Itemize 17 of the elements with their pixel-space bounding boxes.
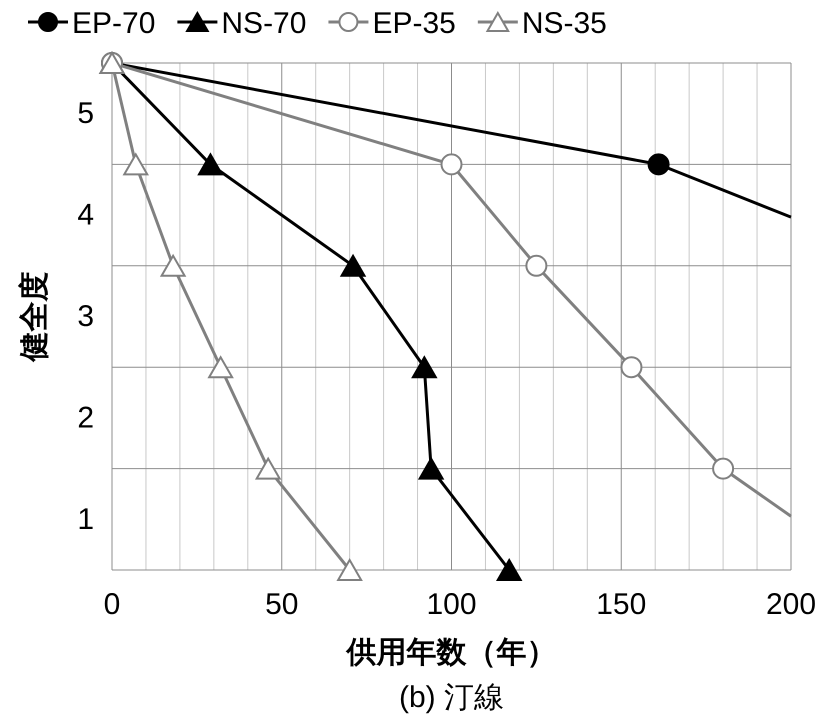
y-tick-label: 2: [77, 401, 94, 434]
y-tick-label: 3: [77, 300, 94, 333]
y-tick-label: 5: [77, 97, 94, 130]
y-tick-label: 4: [77, 198, 94, 232]
x-tick-label: 200: [766, 588, 816, 621]
x-tick-label: 50: [265, 588, 298, 621]
legend-label: NS-35: [522, 7, 607, 40]
x-axis-title: 供用年数（年）: [346, 636, 556, 669]
x-tick-label: 150: [596, 588, 646, 621]
legend-label: EP-70: [72, 7, 156, 40]
y-tick-label: 1: [77, 502, 94, 536]
legend-label: EP-35: [372, 7, 456, 40]
y-axis-title: 健全度: [17, 272, 51, 362]
x-tick-label: 0: [104, 588, 120, 621]
x-tick-label: 100: [426, 588, 477, 621]
legend-label: NS-70: [221, 7, 306, 40]
text: (b) 汀線: [399, 681, 504, 714]
